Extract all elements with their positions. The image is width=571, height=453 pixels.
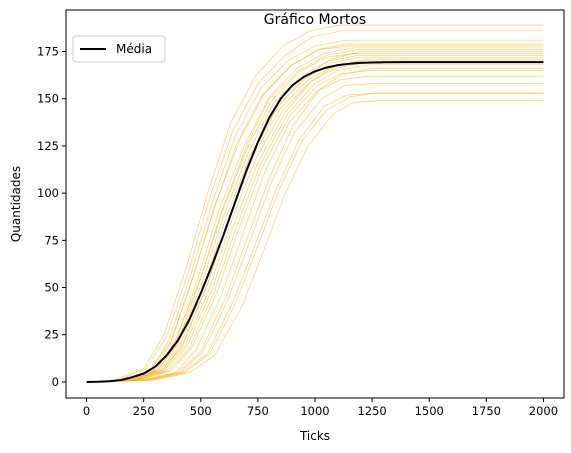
x-tick-label: 1500 — [415, 404, 444, 418]
x-axis-label: Ticks — [299, 429, 330, 443]
x-tick-label: 2000 — [529, 404, 558, 418]
mean-line-group — [86, 61, 544, 383]
plot-background — [66, 10, 564, 398]
y-tick-label: 125 — [37, 139, 59, 153]
run-line-16 — [86, 47, 544, 383]
legend-box — [72, 35, 166, 63]
legend-mean-label: Média — [116, 42, 152, 56]
x-tick-label: 1750 — [472, 404, 501, 418]
y-tick-label: 150 — [37, 92, 59, 106]
run-line-3 — [86, 64, 544, 383]
x-tick-label: 0 — [83, 404, 90, 418]
run-line-20 — [86, 92, 544, 383]
x-tick-label: 500 — [190, 404, 212, 418]
run-line-12 — [86, 62, 544, 383]
y-tick-label: 75 — [44, 233, 59, 247]
x-tick-label: 1250 — [357, 404, 386, 418]
mean-line — [86, 61, 544, 383]
legend: Média — [72, 35, 166, 63]
run-line-15 — [86, 83, 544, 383]
run-line-13 — [86, 70, 544, 383]
axes: 0 250 500 750 1000 1250 1500 1750 2000 0 25 50 75 100… — [37, 9, 565, 418]
x-tick-label: 750 — [247, 404, 269, 418]
run-line-8 — [86, 30, 544, 383]
run-line-22 — [86, 53, 544, 383]
y-axis-label: Quantidades — [9, 166, 23, 242]
x-tick-label: 1000 — [300, 404, 329, 418]
y-tick-label: 0 — [52, 375, 59, 389]
y-tick-label: 25 — [44, 328, 59, 342]
run-line-14 — [86, 56, 544, 383]
y-tick-label: 100 — [37, 186, 59, 200]
run-line-7 — [86, 92, 544, 383]
x-tick-label: 250 — [133, 404, 155, 418]
run-line-17 — [86, 75, 544, 383]
y-tick-label: 175 — [37, 45, 59, 59]
run-line-11 — [86, 24, 544, 383]
chart-title: Gráfico Mortos — [264, 12, 366, 28]
run-line-10 — [86, 100, 544, 383]
y-tick-label: 50 — [44, 281, 59, 295]
